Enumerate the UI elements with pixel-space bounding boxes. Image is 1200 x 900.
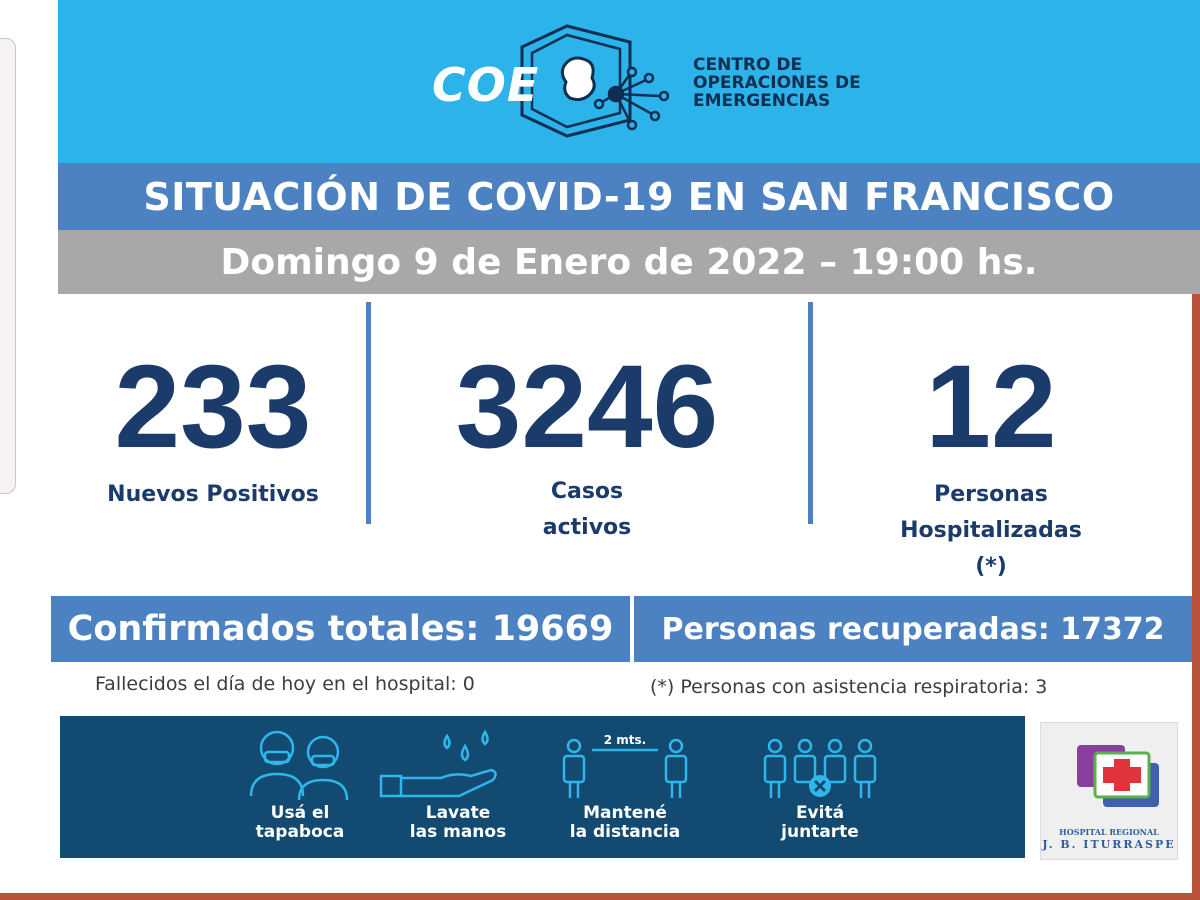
tip-mask-label-line-1: Usá el	[270, 803, 330, 823]
org-name-line-2: OPERACIONES DE	[693, 73, 861, 93]
coe-logo-icon	[520, 24, 670, 138]
deaths-note: Fallecidos el día de hoy en el hospital:…	[95, 673, 475, 695]
tip-distance: 2 mts. Mantené la distancia	[540, 716, 710, 858]
tip-distance-label-line-1: Mantené	[583, 803, 667, 823]
tip-mask: Usá el tapaboca	[215, 716, 385, 858]
title-bar: SITUACIÓN DE COVID-19 EN SAN FRANCISCO	[58, 163, 1200, 230]
page-title: SITUACIÓN DE COVID-19 EN SAN FRANCISCO	[143, 174, 1115, 219]
new-positives-label-line: Nuevos Positivos	[107, 482, 319, 507]
new-positives-value: 233	[114, 341, 312, 473]
hospitalized-label-line-1: Personas	[934, 482, 1048, 507]
hospital-cross-icon	[1077, 745, 1159, 807]
new-positives-label: Nuevos Positivos	[58, 477, 368, 513]
hospital-logo: HOSPITAL REGIONAL J. B. ITURRASPE	[1040, 722, 1178, 860]
hospital-name-line-2: J. B. ITURRASPE	[1042, 838, 1176, 851]
distance-label: 2 mts.	[604, 733, 646, 747]
hospitalized-value: 12	[925, 341, 1057, 473]
tip-distance-label: Mantené la distancia	[540, 804, 710, 842]
right-border	[1192, 0, 1200, 900]
recovered-total: Personas recuperadas: 17372	[661, 611, 1165, 647]
side-panel-tab[interactable]	[0, 38, 16, 494]
confirmed-total: Confirmados totales: 19669	[67, 609, 614, 649]
stats-divider-2	[808, 302, 813, 524]
tip-wash-hands-label-line-1: Lavate	[425, 803, 491, 823]
hospitalized-label-line-3: (*)	[975, 554, 1007, 579]
active-cases-value: 3246	[455, 341, 719, 473]
report-date: Domingo 9 de Enero de 2022 – 19:00 hs.	[220, 241, 1038, 283]
distance-icon: 2 mts.	[562, 733, 688, 798]
tip-wash-hands-label: Lavate las manos	[373, 804, 543, 842]
tip-wash-hands: Lavate las manos	[373, 716, 543, 858]
hospital-name-line-1: HOSPITAL REGIONAL	[1059, 827, 1159, 837]
respiratory-note: (*) Personas con asistencia respiratoria…	[650, 676, 1048, 698]
org-name-line-3: EMERGENCIAS	[693, 91, 831, 111]
coe-logo-text: COE	[432, 58, 540, 112]
active-cases-label-line-1: Casos	[550, 479, 624, 504]
confirmed-total-box: Confirmados totales: 19669	[51, 596, 630, 662]
tip-avoid-gathering-label-line-1: Evitá	[795, 803, 845, 823]
org-name-line-1: CENTRO DE	[693, 55, 803, 75]
tip-wash-hands-label-line-2: las manos	[409, 822, 507, 842]
recovered-total-box: Personas recuperadas: 17372	[634, 596, 1192, 662]
tip-avoid-gathering-label-line-2: juntarte	[781, 822, 859, 842]
tip-mask-label: Usá el tapaboca	[215, 804, 385, 842]
bottom-border	[0, 893, 1200, 900]
tip-distance-label-line-2: la distancia	[569, 822, 681, 842]
hospitalized-label-line-2: Hospitalizadas	[900, 518, 1082, 543]
prevention-tips-strip: Usá el tapaboca Lavate las manos	[60, 716, 1025, 858]
people-mask-icon	[249, 730, 349, 801]
crowd-icon	[763, 738, 877, 798]
tip-avoid-gathering: Evitá juntarte	[735, 716, 905, 858]
tip-avoid-gathering-label: Evitá juntarte	[735, 804, 905, 842]
stats-divider-1	[366, 302, 371, 524]
organization-name: CENTRO DE OPERACIONES DE EMERGENCIAS	[693, 56, 861, 110]
hand-wash-icon	[379, 729, 497, 798]
active-cases-label: Casos activos	[372, 474, 802, 546]
date-bar: Domingo 9 de Enero de 2022 – 19:00 hs.	[58, 230, 1200, 294]
tip-mask-label-line-2: tapaboca	[255, 822, 345, 842]
hospitalized-label: Personas Hospitalizadas (*)	[814, 477, 1168, 585]
active-cases-label-line-2: activos	[542, 515, 632, 540]
